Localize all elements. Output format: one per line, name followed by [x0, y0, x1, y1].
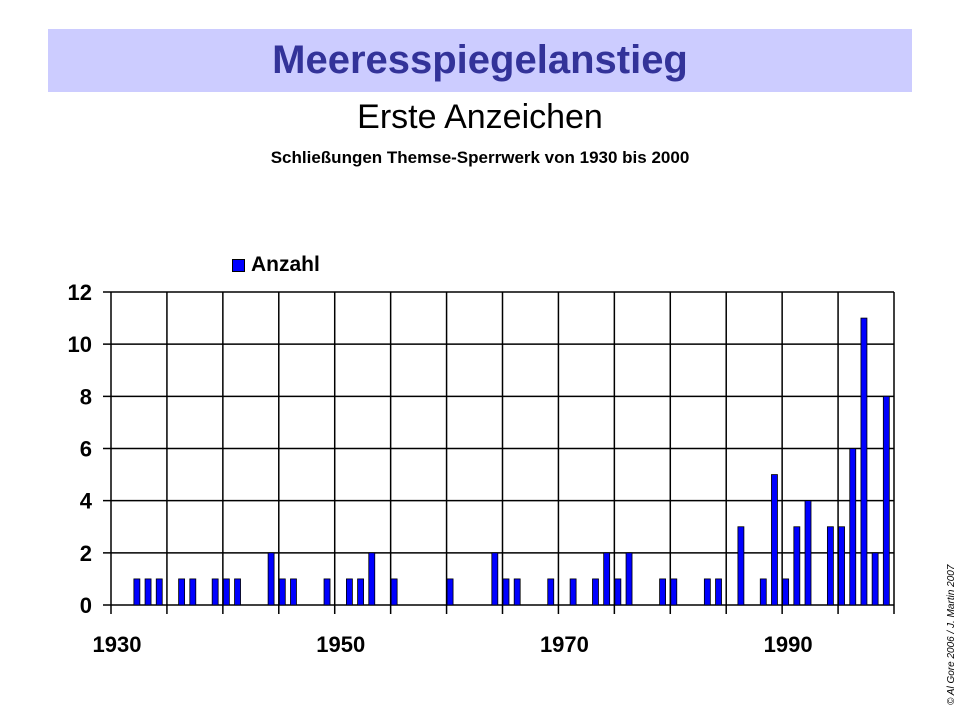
- data-bar: [502, 578, 510, 606]
- data-bar: [267, 552, 275, 606]
- data-bar: [189, 578, 197, 606]
- chart-legend: Anzahl: [232, 253, 320, 277]
- legend-label: Anzahl: [251, 253, 320, 276]
- data-bar: [357, 578, 364, 606]
- y-tick-label: 0: [80, 593, 92, 618]
- x-tick-label: 1970: [540, 632, 589, 657]
- y-tick-label: 12: [68, 280, 92, 305]
- data-bar: [569, 578, 577, 606]
- data-bar: [771, 474, 778, 606]
- chart-title: Schließungen Themse-Sperrwerk von 1930 b…: [270, 148, 690, 167]
- data-bar: [222, 578, 230, 606]
- data-bar: [614, 578, 622, 606]
- copyright-credit: © Al Gore 2006 / J. Martin 2007: [946, 564, 957, 705]
- y-tick-label: 4: [80, 489, 93, 514]
- data-bar: [826, 526, 834, 606]
- x-tick-label: 1950: [316, 632, 365, 657]
- page-title: Meeresspiegelanstieg: [272, 38, 688, 82]
- data-bar: [446, 578, 454, 606]
- y-tick-label: 2: [80, 541, 92, 566]
- data-bar: [278, 578, 286, 606]
- data-bar: [133, 578, 141, 606]
- data-bar: [782, 578, 790, 606]
- data-bar: [234, 578, 241, 606]
- data-bar: [155, 578, 163, 606]
- data-bar: [804, 500, 812, 606]
- data-bar: [659, 578, 666, 606]
- legend-swatch-icon: [232, 258, 245, 272]
- x-tick-label: 1990: [764, 632, 813, 657]
- data-bar: [670, 578, 678, 606]
- data-bar: [625, 552, 633, 606]
- title-band: [48, 29, 912, 92]
- data-bar: [849, 448, 857, 606]
- y-tick-label: 6: [80, 437, 92, 462]
- y-tick-label: 10: [68, 332, 92, 357]
- data-bar: [390, 578, 398, 606]
- data-bar: [603, 552, 611, 606]
- data-bar: [178, 578, 186, 606]
- data-bar: [290, 578, 297, 606]
- data-bar: [547, 578, 555, 606]
- data-bar: [513, 578, 521, 606]
- data-bar: [882, 395, 890, 606]
- data-bar: [793, 526, 801, 606]
- data-bar: [703, 578, 711, 606]
- data-bar: [345, 578, 353, 606]
- data-bar: [860, 317, 868, 606]
- page-subtitle: Erste Anzeichen: [357, 98, 603, 136]
- data-bar: [211, 578, 219, 606]
- data-bar: [368, 552, 376, 606]
- x-tick-label: 1930: [93, 632, 142, 657]
- data-bar: [491, 552, 499, 606]
- data-bar: [715, 578, 722, 606]
- data-bar: [759, 578, 767, 606]
- data-bar: [838, 526, 845, 606]
- data-bar: [871, 552, 879, 606]
- data-bar: [144, 578, 152, 606]
- data-bar: [323, 578, 331, 606]
- data-bar: [592, 578, 599, 606]
- data-bar: [737, 526, 745, 606]
- y-tick-label: 8: [80, 384, 92, 409]
